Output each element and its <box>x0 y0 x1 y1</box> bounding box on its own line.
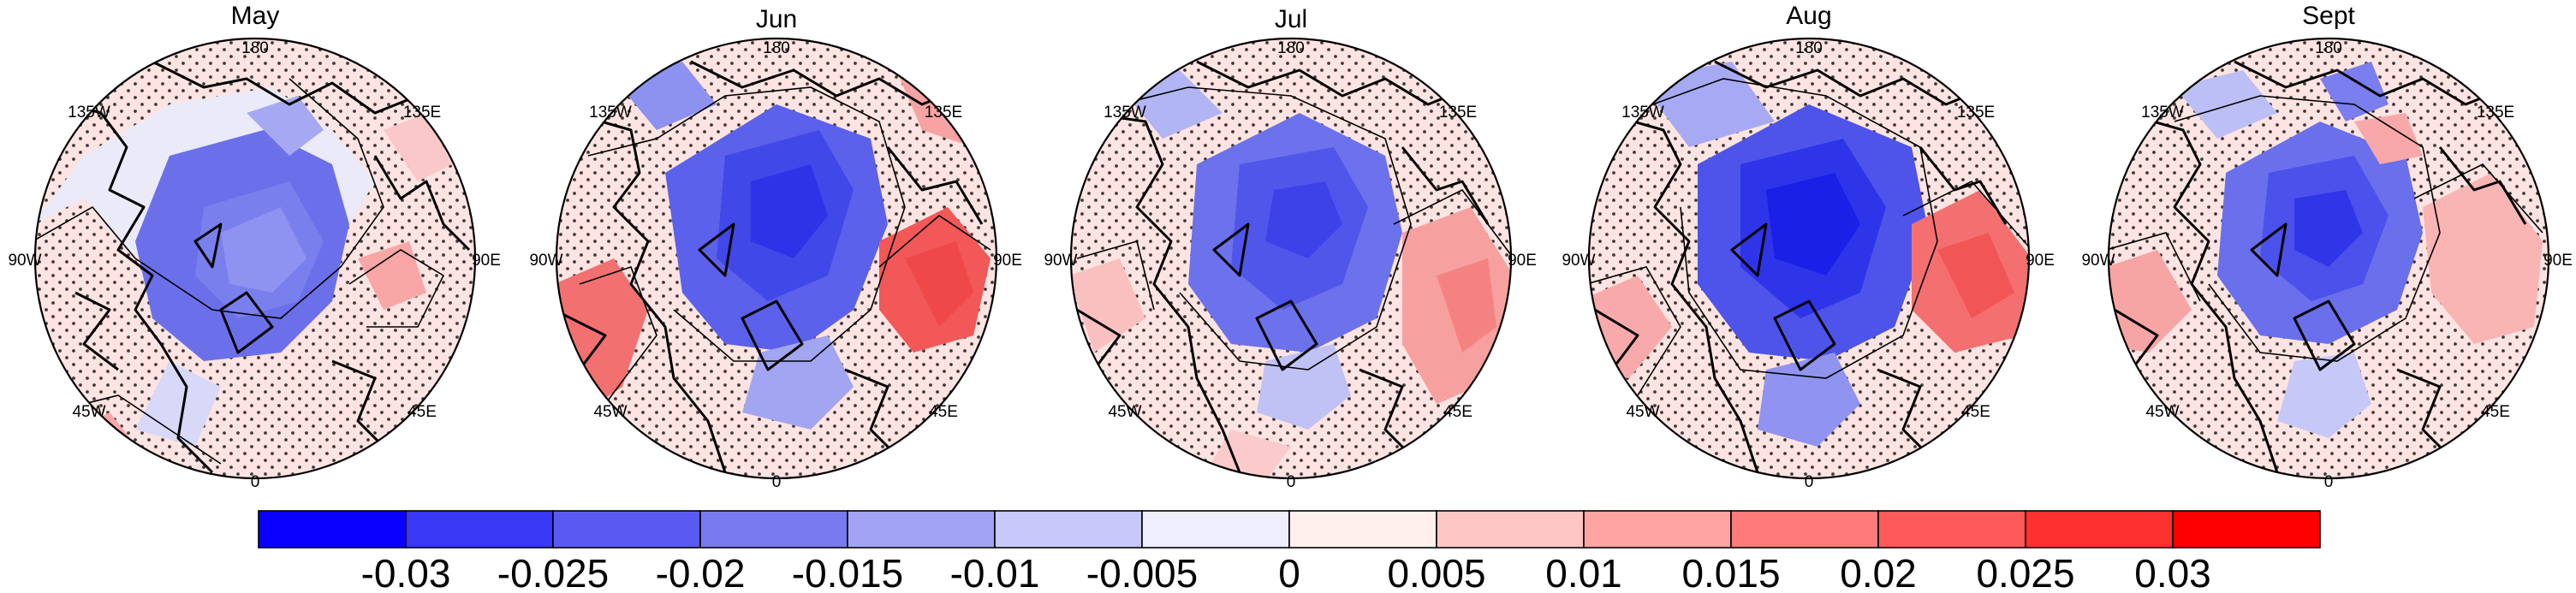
colorbar-box <box>2025 510 2174 549</box>
colorbar-box <box>552 510 701 549</box>
colorbar: -0.03 -0.025 -0.02 -0.015 -0.01 -0.005 0 0.005 0… <box>258 510 2321 593</box>
colorbar-tick-label: 0.005 <box>1387 551 1485 593</box>
map-panel-sept <box>2107 37 2550 480</box>
lon-label: 0 <box>251 473 260 491</box>
map-panel-may <box>33 37 477 480</box>
colorbar-box <box>405 510 554 549</box>
colorbar-tick-label: 0.025 <box>1976 551 2074 593</box>
lon-label: 135E <box>403 104 441 122</box>
lon-label: 0 <box>1287 473 1296 491</box>
lon-label: 90E <box>472 252 501 270</box>
lon-label: 90E <box>2543 252 2573 270</box>
panel-title-jul: Jul <box>1275 5 1307 33</box>
lon-label: 45E <box>929 403 958 421</box>
lon-label: 0 <box>1805 473 1814 491</box>
lon-label: 45W <box>2145 403 2179 421</box>
colorbar-box <box>699 510 848 549</box>
colorbar-tick-label: 0 <box>1278 551 1300 593</box>
colorbar-tick-label: 0.015 <box>1681 551 1780 593</box>
lon-label: 90E <box>993 252 1022 270</box>
lon-label: 90W <box>529 252 562 270</box>
colorbar-box <box>1730 510 1879 549</box>
lon-label: 45W <box>1626 403 1659 421</box>
colorbar-tick-labels: -0.03 -0.025 -0.02 -0.015 -0.01 -0.005 0 0.005 0… <box>361 551 2211 593</box>
lon-label: 135E <box>925 104 962 122</box>
lon-label: 90E <box>1508 252 1537 270</box>
colorbar-box <box>994 510 1143 549</box>
colorbar-box <box>1583 510 1732 549</box>
colorbar-tick-label: -0.005 <box>1086 551 1198 593</box>
colorbar-box <box>1141 510 1290 549</box>
lon-label: 90W <box>1562 252 1595 270</box>
colorbar-tick-label: 0.02 <box>1840 551 1917 593</box>
lon-label: 90E <box>2026 252 2055 270</box>
lon-label: 45W <box>1108 403 1141 421</box>
colorbar-box <box>1288 510 1437 549</box>
lon-label: 0 <box>772 473 782 491</box>
lon-label: 45E <box>2481 403 2510 421</box>
lon-label: 0 <box>2324 473 2334 491</box>
lon-label: 90W <box>2081 252 2115 270</box>
lon-label: 180 <box>1277 39 1305 57</box>
lon-label: 45E <box>1961 403 1990 421</box>
lon-label: 135E <box>1439 104 1477 122</box>
lon-label: 135W <box>1104 104 1146 122</box>
panel-title-jun: Jun <box>756 5 797 33</box>
lon-label: 180 <box>241 39 269 57</box>
lon-label: 135W <box>589 104 632 122</box>
panel-title-sept: Sept <box>2302 2 2355 30</box>
colorbar-boxes <box>258 510 2321 549</box>
colorbar-tick-label: -0.03 <box>361 551 451 593</box>
colorbar-box <box>1436 510 1585 549</box>
lon-label: 45W <box>593 403 627 421</box>
lon-label: 135E <box>2477 104 2514 122</box>
colorbar-tick-label: -0.015 <box>792 551 903 593</box>
colorbar-box <box>847 510 996 549</box>
lon-label: 45E <box>1443 403 1472 421</box>
colorbar-box <box>258 510 407 549</box>
lon-label: 45E <box>408 403 437 421</box>
lon-label: 90W <box>8 252 41 270</box>
map-panel-aug <box>1587 37 2031 480</box>
lon-label: 180 <box>2315 39 2342 57</box>
colorbar-tick-label: -0.025 <box>497 551 609 593</box>
colorbar-tick-label: -0.02 <box>656 551 746 593</box>
lon-label: 135E <box>1957 104 1995 122</box>
lon-label: 90W <box>1044 252 1077 270</box>
lon-label: 180 <box>763 39 790 57</box>
colorbar-tick-label: 0.03 <box>2134 551 2211 593</box>
map-panel-jun <box>555 37 998 480</box>
colorbar-tick-label: -0.01 <box>950 551 1040 593</box>
colorbar-box <box>2172 510 2321 549</box>
panel-title-aug: Aug <box>1786 2 1831 30</box>
lon-label: 135W <box>2141 104 2184 122</box>
panel-title-may: May <box>231 2 280 30</box>
lon-label: 180 <box>1795 39 1823 57</box>
lon-label: 135W <box>68 104 110 122</box>
map-panel-jul <box>1069 37 1513 480</box>
colorbar-box <box>1877 510 2026 549</box>
lon-label: 45W <box>72 403 105 421</box>
lon-label: 135W <box>1621 104 1664 122</box>
colorbar-tick-label: 0.01 <box>1545 551 1622 593</box>
